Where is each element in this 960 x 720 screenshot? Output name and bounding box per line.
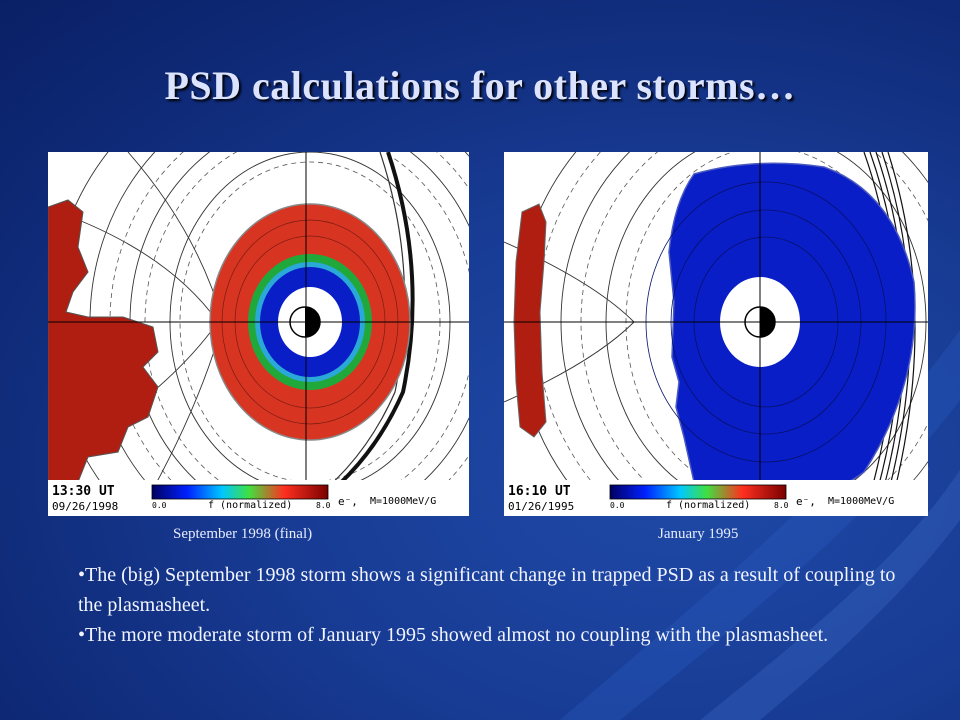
panel-time: 13:30 UT xyxy=(52,484,115,499)
colorbar-min: 0.0 xyxy=(610,501,625,510)
psd-map-september-1998 xyxy=(48,152,469,516)
psd-plot-january-1995: 16:10 UT 01/26/1995 0.0 f (normalized) 8… xyxy=(504,152,928,516)
panel-date: 09/26/1998 xyxy=(52,500,119,513)
bullet-item: The more moderate storm of January 1995 … xyxy=(78,620,918,650)
colorbar-max: 8.0 xyxy=(774,501,789,510)
slide-title: PSD calculations for other storms… xyxy=(164,63,796,108)
panel-date: 01/26/1995 xyxy=(508,500,575,513)
colorbar-label: f (normalized) xyxy=(208,500,293,511)
bullet-item: The (big) September 1998 storm shows a s… xyxy=(78,560,918,620)
panel-time: 16:10 UT xyxy=(508,484,571,499)
colorbar-label: f (normalized) xyxy=(666,500,751,511)
caption-january-1995: January 1995 xyxy=(658,526,739,542)
bullet-list: The (big) September 1998 storm shows a s… xyxy=(78,560,918,650)
colorbar-min: 0.0 xyxy=(152,501,167,510)
panel-energy: M=1000MeV/G xyxy=(370,496,437,507)
psd-plot-september-1998: 13:30 UT 09/26/1998 0.0 f (normalized) 8… xyxy=(48,152,469,516)
panel-species: e⁻, xyxy=(796,495,816,508)
colorbar-max: 8.0 xyxy=(316,501,331,510)
psd-map-january-1995 xyxy=(504,152,928,516)
caption-september-1998: September 1998 (final) xyxy=(173,526,313,542)
panel-energy: M=1000MeV/G xyxy=(828,496,895,507)
panel-species: e⁻, xyxy=(338,495,358,508)
